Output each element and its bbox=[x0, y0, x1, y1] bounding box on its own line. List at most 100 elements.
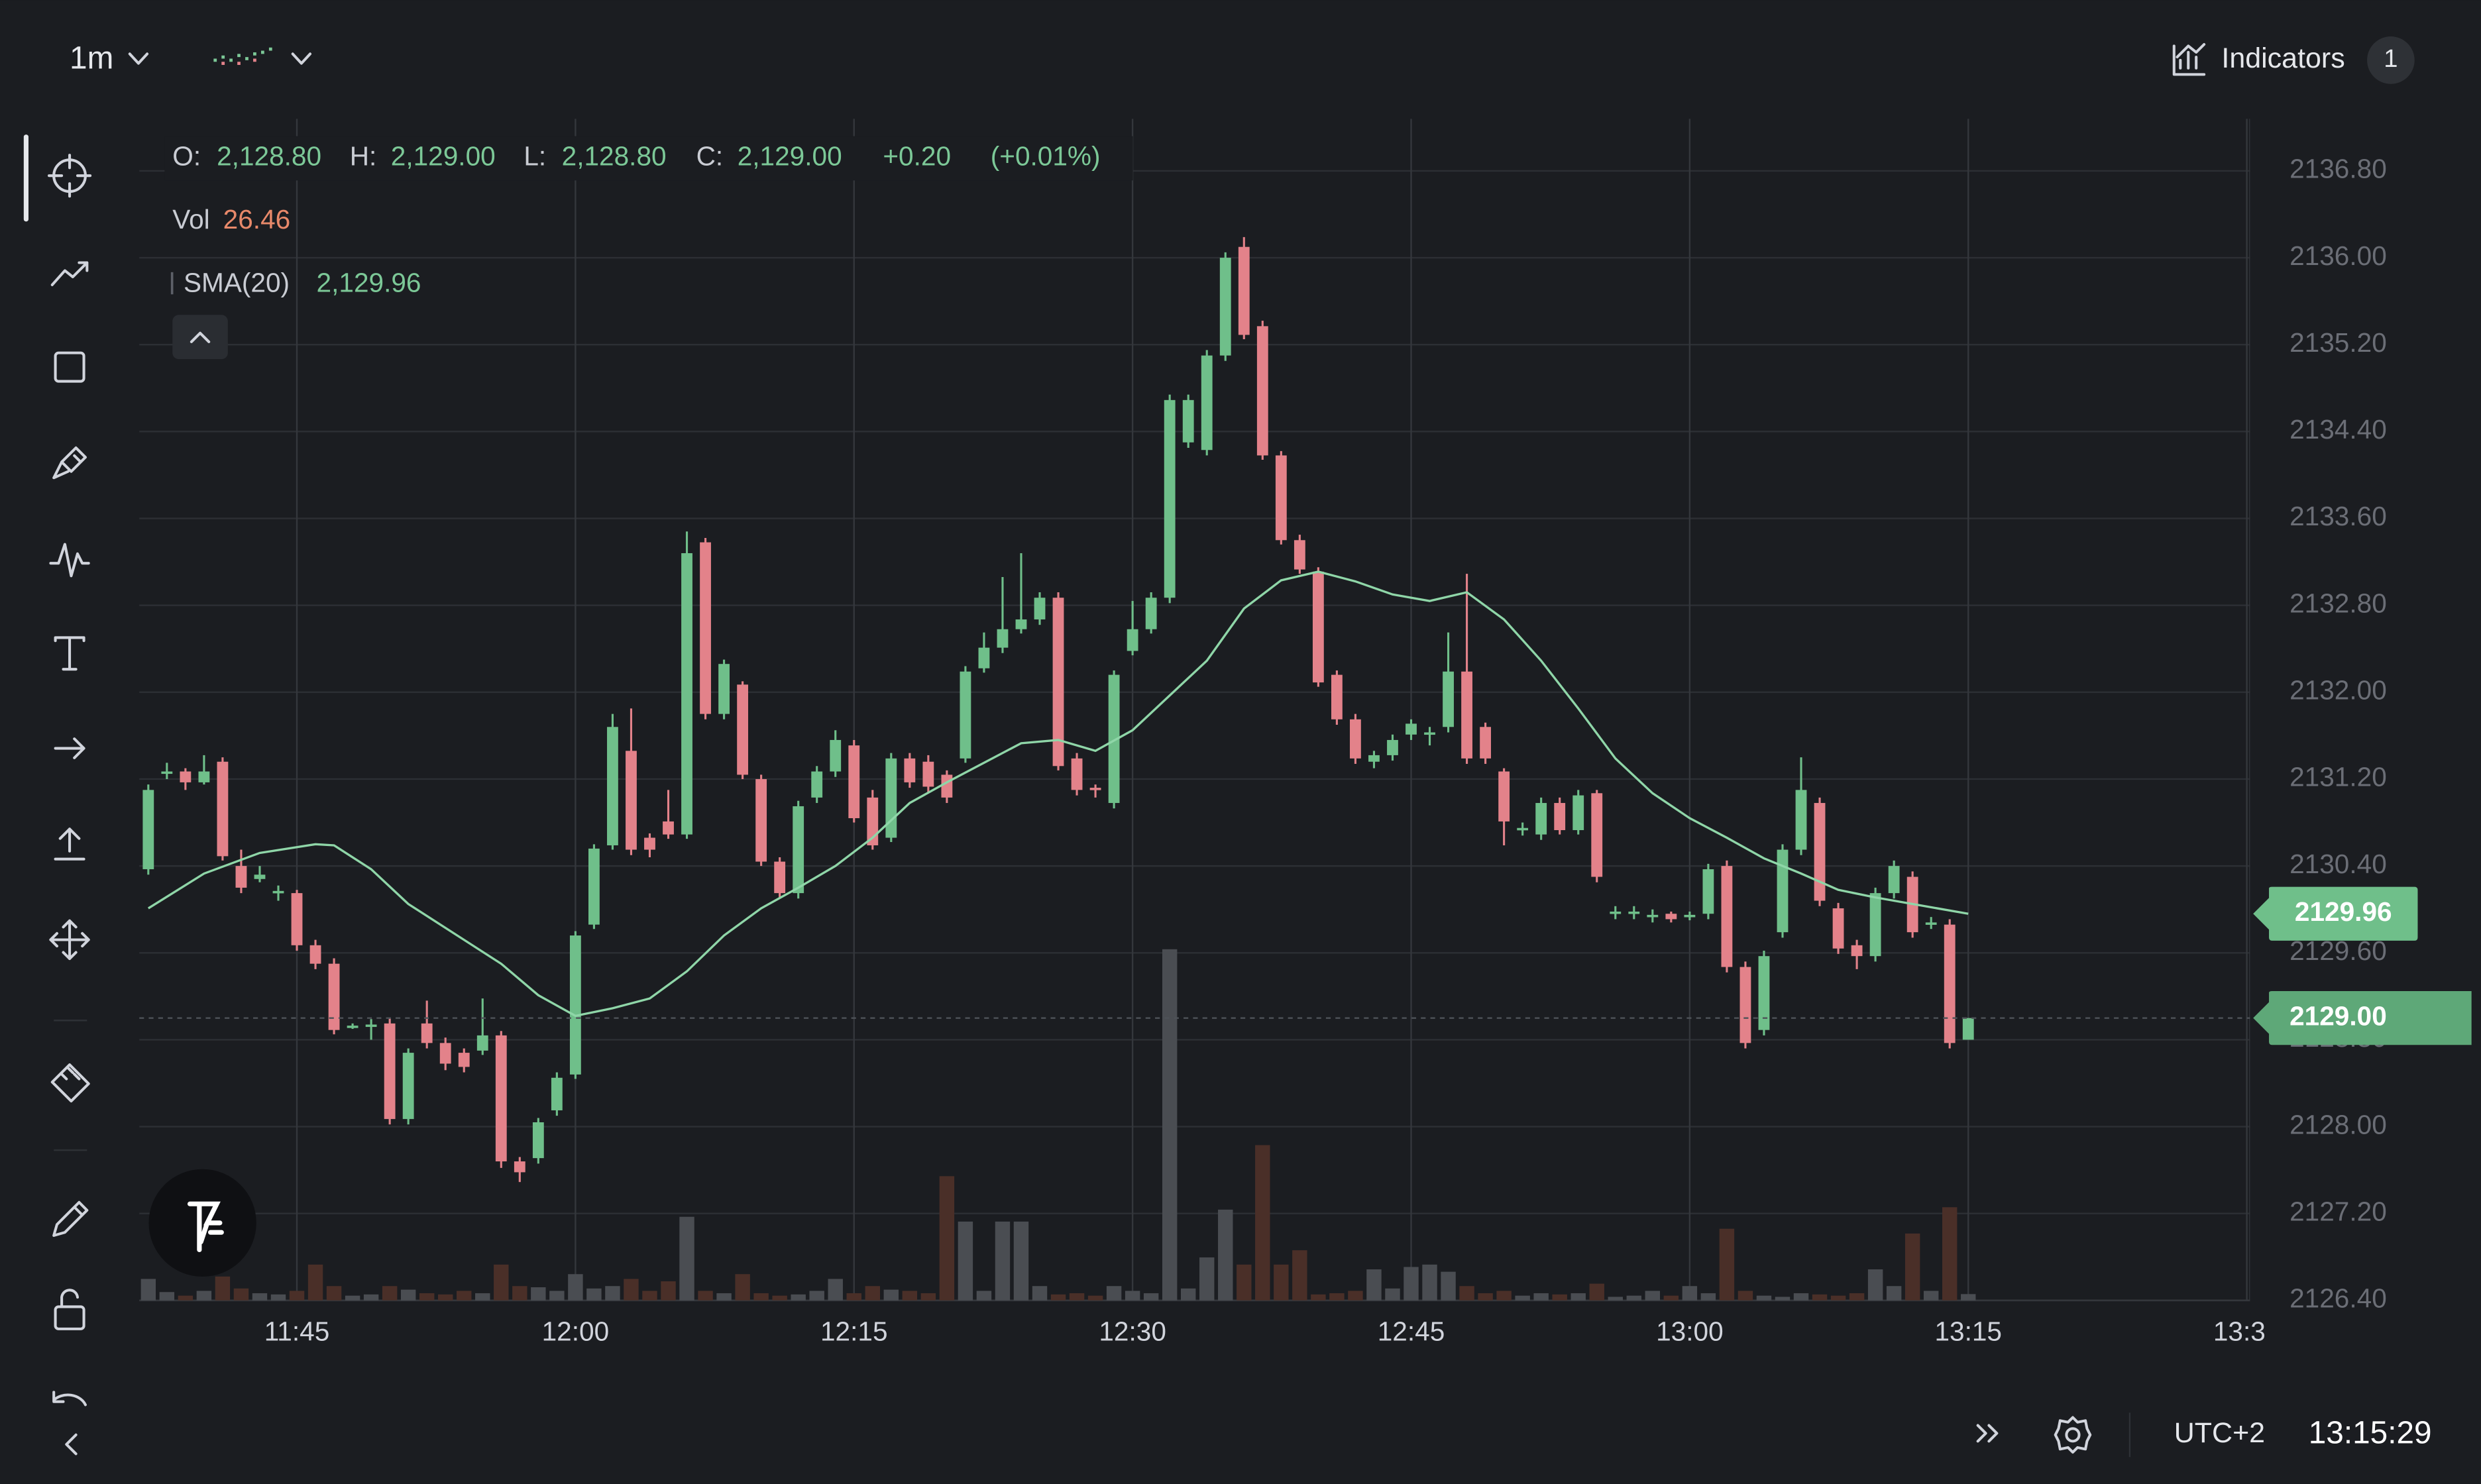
candle-body bbox=[1498, 771, 1510, 822]
volume-bar bbox=[1830, 1295, 1846, 1300]
logo-mark[interactable] bbox=[187, 1201, 224, 1253]
candle-body bbox=[811, 771, 823, 798]
volume-bar bbox=[1404, 1267, 1419, 1300]
collapse-button[interactable] bbox=[172, 315, 228, 360]
collapse-toolbar[interactable] bbox=[65, 1433, 78, 1456]
pencil-tool[interactable] bbox=[52, 1200, 89, 1238]
volume-bar bbox=[902, 1291, 918, 1300]
move-tool[interactable] bbox=[49, 919, 90, 961]
long-position-tool[interactable] bbox=[54, 827, 85, 861]
move-tool[interactable] bbox=[49, 919, 90, 961]
chevron[interactable] bbox=[128, 52, 149, 65]
volume-bar bbox=[1793, 1293, 1809, 1300]
chevron[interactable] bbox=[291, 52, 312, 65]
ohlc-key: H: bbox=[350, 141, 377, 172]
brush-tool[interactable] bbox=[52, 446, 87, 480]
candle-body bbox=[1869, 893, 1881, 957]
candle-body bbox=[1387, 739, 1398, 755]
pencil-tool[interactable] bbox=[52, 1200, 89, 1238]
y-tick-label: 2130.40 bbox=[2289, 849, 2387, 879]
scroll-to-end[interactable] bbox=[1976, 1424, 1999, 1443]
volume-bar bbox=[1274, 1264, 1289, 1300]
candle-body bbox=[1517, 827, 1529, 831]
text-tool[interactable] bbox=[54, 636, 85, 671]
y-tick-label: 2136.00 bbox=[2289, 240, 2387, 271]
indicators-icon[interactable] bbox=[2172, 42, 2206, 76]
chart-type-icon[interactable] bbox=[221, 58, 256, 66]
crosshair-tool[interactable] bbox=[47, 154, 92, 198]
indicator-tool[interactable] bbox=[49, 543, 90, 578]
rectangle-tool[interactable] bbox=[54, 351, 85, 383]
rectangle-tool[interactable] bbox=[54, 351, 85, 383]
logo-badge[interactable] bbox=[148, 1169, 256, 1277]
volume-bar bbox=[196, 1291, 212, 1300]
settings-button[interactable] bbox=[2054, 1416, 2092, 1454]
candle-body bbox=[885, 758, 897, 838]
volume-bar bbox=[1552, 1294, 1567, 1300]
interval[interactable]: 1m bbox=[70, 40, 113, 76]
indicators-label[interactable]: Indicators bbox=[2221, 42, 2344, 74]
volume-bar bbox=[1329, 1293, 1345, 1300]
lock-tool[interactable] bbox=[54, 1289, 85, 1330]
collapse-button[interactable] bbox=[172, 315, 228, 360]
y-tick-label: 2133.60 bbox=[2289, 501, 2387, 531]
volume-bar bbox=[159, 1292, 175, 1300]
candle-body bbox=[161, 771, 173, 774]
indicator-tool[interactable] bbox=[49, 543, 90, 578]
candle-body bbox=[774, 861, 786, 894]
long-position-tool[interactable] bbox=[54, 827, 85, 861]
indicator-badge[interactable] bbox=[2367, 36, 2415, 84]
interval-button[interactable]: 1m bbox=[70, 40, 149, 76]
candle-body bbox=[569, 935, 581, 1075]
settings-button[interactable] bbox=[2065, 1427, 2081, 1443]
ruler-tool[interactable] bbox=[50, 1063, 90, 1103]
timezone[interactable]: UTC+2 bbox=[2174, 1417, 2265, 1449]
candle-body bbox=[142, 790, 154, 870]
ohlc-legend-bg bbox=[164, 136, 1133, 181]
text-tool[interactable] bbox=[54, 636, 85, 671]
indicators-button[interactable]: Indicators 1 bbox=[2172, 36, 2415, 84]
volume-bar bbox=[1700, 1293, 1716, 1300]
arrow-tool[interactable] bbox=[54, 737, 85, 759]
collapse-icon[interactable] bbox=[190, 331, 211, 343]
volume-bar bbox=[1812, 1294, 1828, 1300]
volume-bar bbox=[1422, 1264, 1437, 1300]
volume-bar bbox=[1775, 1297, 1791, 1300]
volume-bar bbox=[1886, 1286, 1902, 1300]
collapse-toolbar[interactable] bbox=[65, 1433, 78, 1456]
crosshair-tool[interactable] bbox=[47, 154, 92, 198]
volume-bar bbox=[586, 1288, 602, 1300]
y-tick-label: 2134.40 bbox=[2289, 414, 2387, 445]
arrow-tool[interactable] bbox=[54, 737, 85, 759]
candle-body bbox=[1628, 911, 1640, 914]
undo-tool[interactable] bbox=[52, 1391, 87, 1406]
lock-tool[interactable] bbox=[60, 1289, 80, 1308]
settings-button[interactable] bbox=[2054, 1416, 2092, 1454]
indicator-count[interactable]: 1 bbox=[2384, 44, 2398, 73]
ruler-tool[interactable] bbox=[50, 1063, 90, 1103]
undo-tool[interactable] bbox=[52, 1391, 87, 1406]
chart-type-icon[interactable] bbox=[213, 47, 272, 62]
volume-bar bbox=[270, 1294, 286, 1300]
chart-type-button[interactable] bbox=[213, 47, 312, 66]
y-axis: 2126.402127.202128.002128.802129.602130.… bbox=[2289, 154, 2387, 1313]
candle-body bbox=[1164, 399, 1176, 598]
brush-tool[interactable] bbox=[52, 446, 87, 480]
logo[interactable] bbox=[148, 1169, 256, 1277]
volume-bar bbox=[920, 1293, 936, 1300]
volume-bar bbox=[178, 1295, 193, 1300]
volume-bar bbox=[140, 1279, 156, 1300]
volume-bar bbox=[865, 1286, 880, 1300]
candle-body bbox=[1331, 674, 1343, 719]
candle-body bbox=[198, 771, 210, 782]
volume-bar bbox=[438, 1294, 453, 1300]
candle-body bbox=[1814, 803, 1826, 901]
volume-bar bbox=[1255, 1145, 1270, 1300]
trend-line-tool[interactable] bbox=[50, 261, 89, 286]
trend-line-tool[interactable] bbox=[50, 261, 89, 286]
candle-body bbox=[347, 1026, 358, 1028]
lock-tool[interactable] bbox=[54, 1305, 85, 1330]
sma-line bbox=[147, 570, 1969, 1018]
volume-bar bbox=[1143, 1293, 1159, 1300]
candle-body bbox=[1145, 598, 1157, 629]
